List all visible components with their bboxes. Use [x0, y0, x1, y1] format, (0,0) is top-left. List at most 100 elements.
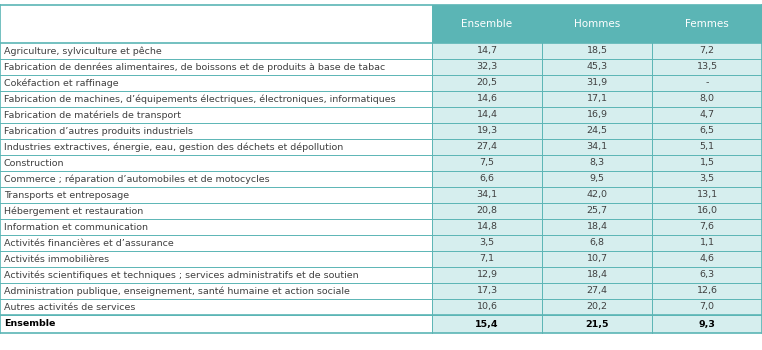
Bar [542, 187, 652, 203]
Bar [542, 203, 652, 219]
Bar [0, 171, 432, 187]
Text: 20,8: 20,8 [476, 206, 498, 216]
Bar [542, 59, 652, 75]
Text: 9,5: 9,5 [590, 175, 604, 183]
Bar [432, 203, 542, 219]
Text: Autres activités de services: Autres activités de services [4, 302, 136, 312]
Bar [0, 235, 432, 251]
Text: 15,4: 15,4 [475, 320, 499, 329]
Bar [542, 171, 652, 187]
Bar [432, 43, 542, 59]
Bar [542, 219, 652, 235]
Bar [652, 251, 762, 267]
Bar [0, 251, 432, 267]
Bar [542, 155, 652, 171]
Text: 20,2: 20,2 [587, 302, 607, 312]
Text: 7,0: 7,0 [700, 302, 715, 312]
Bar [0, 43, 432, 59]
Bar [432, 187, 542, 203]
Text: 10,6: 10,6 [476, 302, 498, 312]
Text: Fabrication de matériels de transport: Fabrication de matériels de transport [4, 110, 181, 120]
Text: 45,3: 45,3 [587, 63, 607, 71]
Bar [0, 203, 432, 219]
Bar [542, 107, 652, 123]
Text: 3,5: 3,5 [479, 238, 495, 247]
Bar [432, 155, 542, 171]
Bar [432, 107, 542, 123]
Bar [652, 91, 762, 107]
Text: Fabrication de machines, d’équipements électriques, électroniques, informatiques: Fabrication de machines, d’équipements é… [4, 94, 395, 104]
Text: 17,3: 17,3 [476, 287, 498, 295]
Text: 42,0: 42,0 [587, 190, 607, 199]
Bar [652, 203, 762, 219]
Text: 3,5: 3,5 [700, 175, 715, 183]
Text: Commerce ; réparation d’automobiles et de motocycles: Commerce ; réparation d’automobiles et d… [4, 174, 270, 184]
Bar [652, 219, 762, 235]
Bar [542, 251, 652, 267]
Bar [542, 235, 652, 251]
Bar [0, 283, 432, 299]
Text: 32,3: 32,3 [476, 63, 498, 71]
Bar [542, 5, 652, 43]
Text: Ensemble: Ensemble [4, 320, 56, 329]
Bar [432, 5, 542, 43]
Bar [432, 299, 542, 315]
Bar [0, 139, 432, 155]
Text: 14,8: 14,8 [476, 223, 498, 231]
Bar [0, 91, 432, 107]
Bar [432, 59, 542, 75]
Bar [0, 59, 432, 75]
Bar [652, 107, 762, 123]
Bar [542, 139, 652, 155]
Bar [652, 123, 762, 139]
Bar [432, 251, 542, 267]
Bar [0, 187, 432, 203]
Bar [0, 5, 432, 43]
Bar [432, 139, 542, 155]
Bar [542, 75, 652, 91]
Text: 4,6: 4,6 [700, 254, 715, 264]
Text: 10,7: 10,7 [587, 254, 607, 264]
Bar [652, 171, 762, 187]
Bar [0, 123, 432, 139]
Text: Ensemble: Ensemble [462, 19, 513, 29]
Text: 8,0: 8,0 [700, 94, 715, 104]
Text: 12,6: 12,6 [696, 287, 718, 295]
Bar [652, 283, 762, 299]
Text: 19,3: 19,3 [476, 126, 498, 135]
Text: Information et communication: Information et communication [4, 223, 148, 231]
Text: 1,5: 1,5 [700, 159, 715, 168]
Text: 13,1: 13,1 [696, 190, 718, 199]
Bar [652, 235, 762, 251]
Text: 7,2: 7,2 [700, 47, 715, 56]
Text: 21,5: 21,5 [585, 320, 609, 329]
Text: 20,5: 20,5 [476, 78, 498, 88]
Text: 9,3: 9,3 [699, 320, 716, 329]
Text: 18,5: 18,5 [587, 47, 607, 56]
Text: 7,1: 7,1 [479, 254, 495, 264]
Bar [652, 139, 762, 155]
Text: 1,1: 1,1 [700, 238, 715, 247]
Text: 7,5: 7,5 [479, 159, 495, 168]
Text: Administration publique, enseignement, santé humaine et action sociale: Administration publique, enseignement, s… [4, 286, 350, 296]
Text: -: - [706, 78, 709, 88]
Bar [0, 267, 432, 283]
Bar [432, 75, 542, 91]
Bar [0, 299, 432, 315]
Text: 16,9: 16,9 [587, 111, 607, 119]
Text: Cokéfaction et raffinage: Cokéfaction et raffinage [4, 78, 119, 88]
Bar [432, 315, 542, 333]
Text: Activités immobilières: Activités immobilières [4, 254, 109, 264]
Text: 18,4: 18,4 [587, 223, 607, 231]
Text: Industries extractives, énergie, eau, gestion des déchets et dépollution: Industries extractives, énergie, eau, ge… [4, 142, 343, 152]
Text: 27,4: 27,4 [587, 287, 607, 295]
Text: 16,0: 16,0 [696, 206, 718, 216]
Text: 14,6: 14,6 [476, 94, 498, 104]
Text: Construction: Construction [4, 159, 65, 168]
Bar [0, 75, 432, 91]
Text: 17,1: 17,1 [587, 94, 607, 104]
Text: Hébergement et restauration: Hébergement et restauration [4, 206, 143, 216]
Text: 18,4: 18,4 [587, 271, 607, 280]
Bar [652, 315, 762, 333]
Text: 14,7: 14,7 [476, 47, 498, 56]
